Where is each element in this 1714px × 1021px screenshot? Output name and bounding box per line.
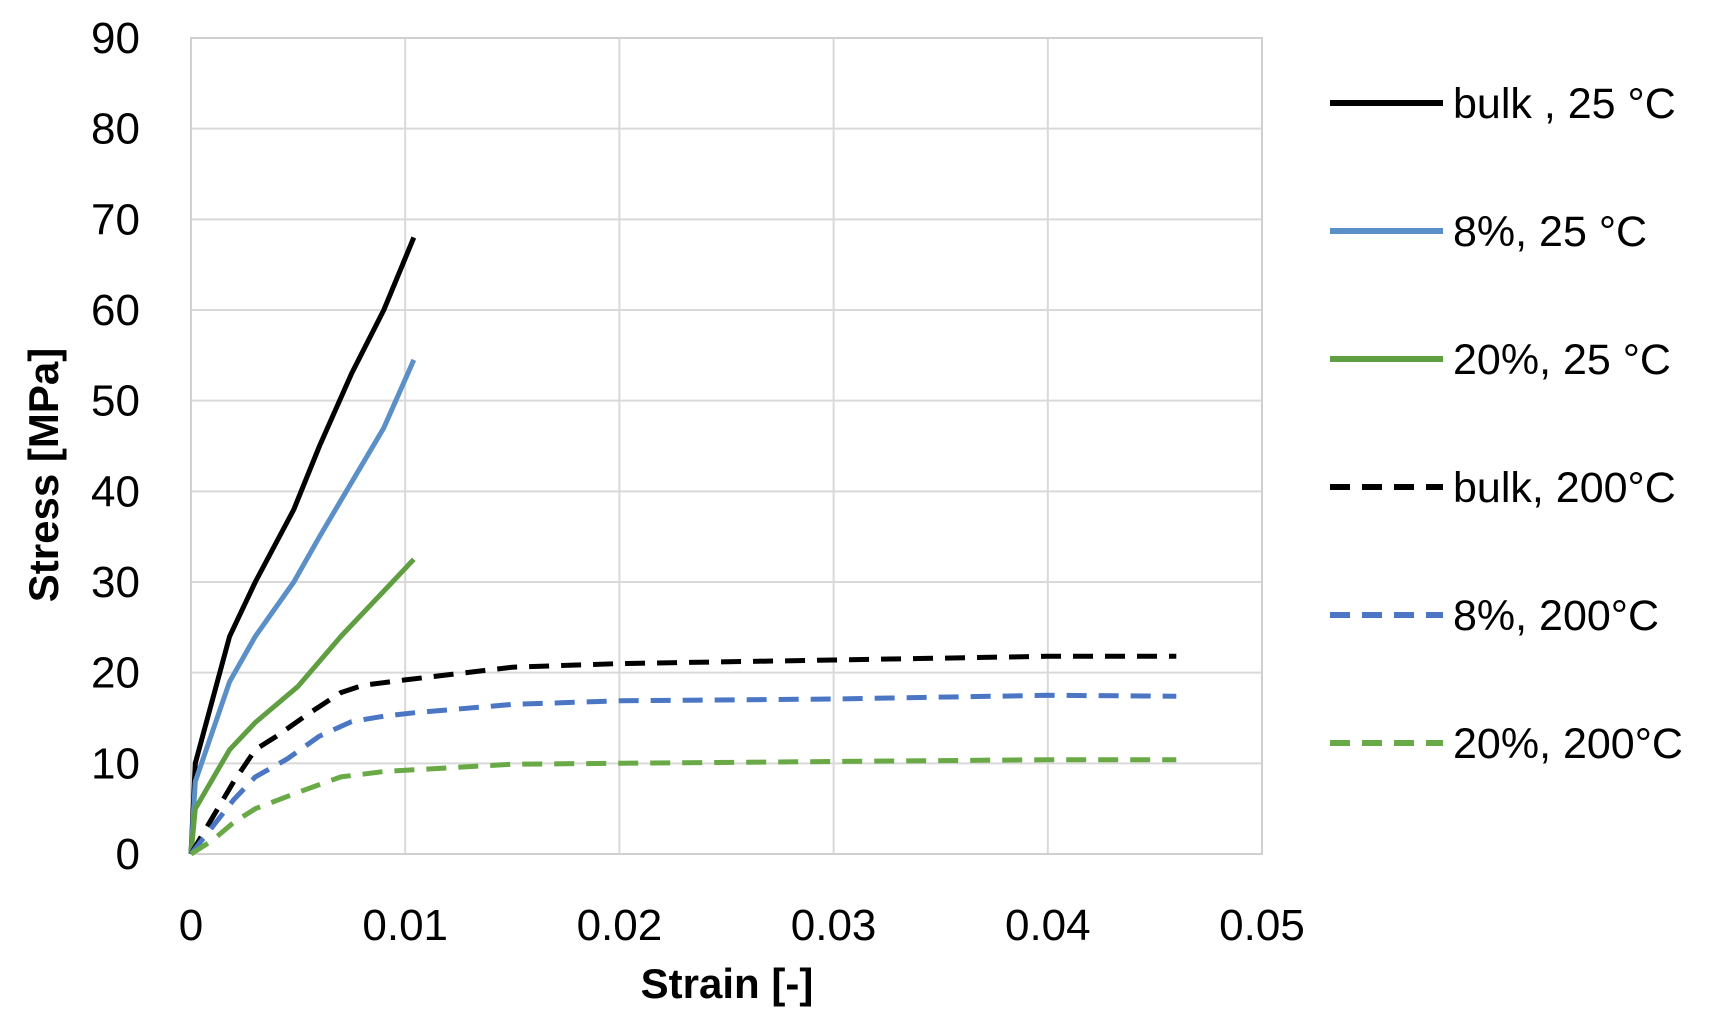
series-line xyxy=(188,358,417,855)
x-axis-title: Strain [-] xyxy=(641,960,814,1007)
y-axis-title: Stress [MPa] xyxy=(20,348,67,602)
legend-label: 8%, 25 °C xyxy=(1453,208,1647,256)
y-tick-label: 80 xyxy=(91,105,140,154)
legend-label: bulk , 25 °C xyxy=(1453,80,1676,128)
x-tick-label: 0.03 xyxy=(791,901,877,950)
series-line xyxy=(188,236,417,855)
legend: bulk , 25 °C 8%, 25 °C 20%, 25 °C bulk, 200… xyxy=(1330,80,1683,768)
legend-label: 20%, 25 °C xyxy=(1453,336,1671,384)
y-axis-tick-labels: 0 10 20 30 40 50 60 70 80 90 xyxy=(91,14,140,879)
x-tick-label: 0.04 xyxy=(1005,901,1091,950)
y-tick-label: 30 xyxy=(91,558,140,607)
series-line xyxy=(188,557,416,855)
y-tick-label: 0 xyxy=(116,830,140,879)
y-tick-label: 40 xyxy=(91,467,140,516)
series-lines xyxy=(188,236,1177,857)
x-tick-label: 0.01 xyxy=(362,901,448,950)
series-line xyxy=(189,692,1177,856)
x-tick-label: 0 xyxy=(179,901,203,950)
y-tick-label: 50 xyxy=(91,377,140,426)
y-tick-label: 70 xyxy=(91,195,140,244)
series-line xyxy=(188,653,1177,856)
y-tick-label: 90 xyxy=(91,14,140,63)
x-tick-label: 0.02 xyxy=(577,901,663,950)
x-tick-label: 0.05 xyxy=(1219,901,1305,950)
legend-label: 8%, 200°C xyxy=(1453,592,1659,640)
y-tick-label: 60 xyxy=(91,286,140,335)
y-tick-label: 10 xyxy=(91,739,140,788)
plot-area-border xyxy=(190,37,1263,855)
legend-label: 20%, 200°C xyxy=(1453,720,1683,768)
legend-label: bulk, 200°C xyxy=(1453,464,1676,512)
gridlines xyxy=(190,37,1263,855)
x-axis-tick-labels: 0 0.01 0.02 0.03 0.04 0.05 xyxy=(179,901,1305,950)
y-tick-label: 20 xyxy=(91,649,140,698)
